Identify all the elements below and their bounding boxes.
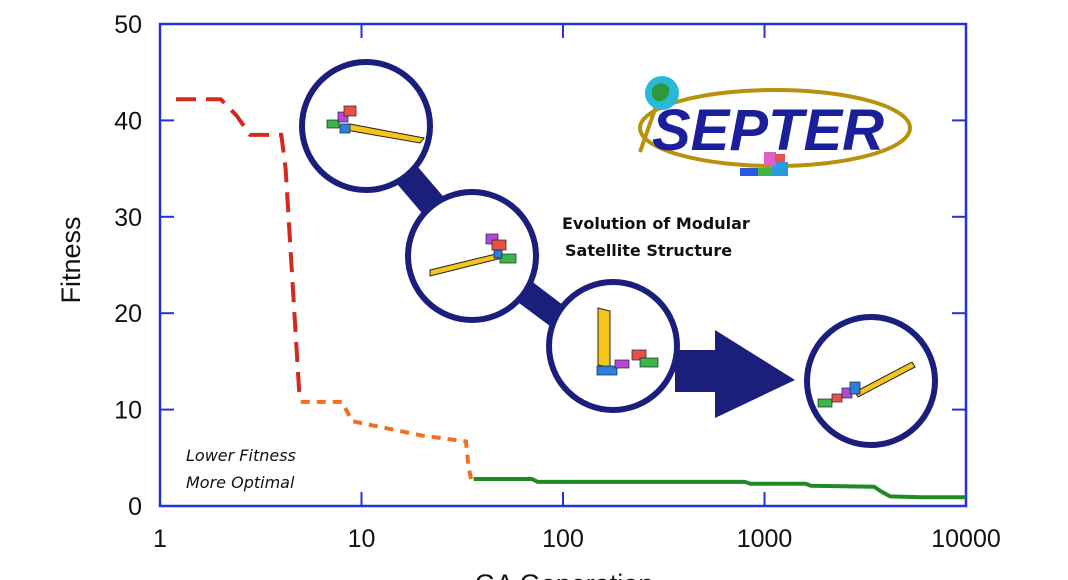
note-line2: More Optimal xyxy=(186,473,295,492)
axes: 1 10 100 1000 10000 0 10 20 30 40 50 xyxy=(114,11,1001,553)
y-tick-label: 40 xyxy=(114,107,142,135)
y-tick-label: 50 xyxy=(114,11,142,39)
note-line1: Lower Fitness xyxy=(186,446,296,465)
series-line-phase-1 xyxy=(176,97,303,403)
y-axis-label: Fitness xyxy=(56,216,86,303)
x-tick-label: 10000 xyxy=(931,525,1001,553)
x-tick-label: 1 xyxy=(153,525,167,553)
inset-circle-2 xyxy=(405,189,539,323)
series-line-phase-2 xyxy=(300,399,474,480)
inset-circle-3 xyxy=(546,279,680,413)
y-tick-label: 30 xyxy=(114,204,142,232)
x-tick-label: 100 xyxy=(542,525,584,553)
inset-circle-1 xyxy=(299,59,433,193)
y-tick-label: 20 xyxy=(114,300,142,328)
septer-logo: SEPTER xyxy=(638,76,912,176)
x-tick-label: 1000 xyxy=(737,525,793,553)
y-tick-label: 10 xyxy=(114,397,142,425)
evolution-insets xyxy=(299,59,938,448)
series-line-phase-3 xyxy=(473,477,966,500)
y-tick-label: 0 xyxy=(128,493,142,521)
series-layer xyxy=(176,97,966,500)
x-tick-label: 10 xyxy=(348,525,376,553)
x-axis-label: GA Generation xyxy=(475,569,654,580)
connector-arrow-3 xyxy=(675,330,795,418)
evolution-label-line1: Evolution of Modular xyxy=(562,214,750,233)
inset-circle-4 xyxy=(804,314,938,448)
evolution-label-line2: Satellite Structure xyxy=(565,241,732,260)
